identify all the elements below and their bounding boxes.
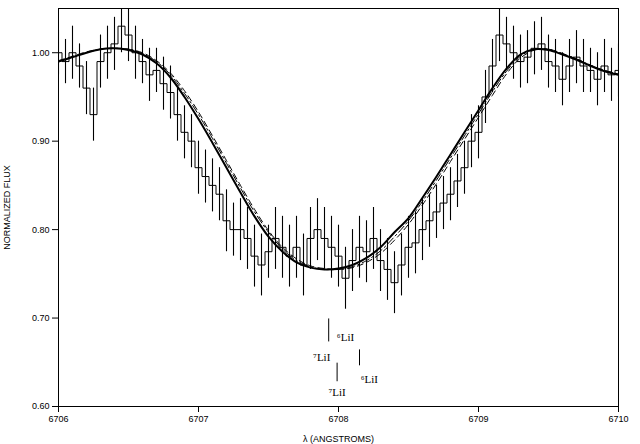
svg-text:6706: 6706: [48, 414, 68, 424]
svg-text:0.90: 0.90: [32, 136, 50, 146]
svg-text:⁶LiI: ⁶LiI: [361, 373, 379, 385]
svg-text:1.00: 1.00: [32, 48, 50, 58]
svg-text:λ (ANGSTROMS): λ (ANGSTROMS): [303, 434, 374, 444]
svg-text:NORMALIZED FLUX: NORMALIZED FLUX: [2, 165, 12, 250]
svg-text:0.60: 0.60: [32, 401, 50, 411]
svg-text:6710: 6710: [608, 414, 628, 424]
svg-text:0.80: 0.80: [32, 224, 50, 234]
svg-text:6708: 6708: [328, 414, 348, 424]
svg-text:0.70: 0.70: [32, 313, 50, 323]
svg-text:⁶LiI: ⁶LiI: [337, 331, 355, 343]
svg-text:⁷LiI: ⁷LiI: [313, 351, 331, 363]
svg-text:⁷LiI: ⁷LiI: [328, 386, 346, 398]
svg-text:6707: 6707: [188, 414, 208, 424]
svg-text:6709: 6709: [468, 414, 488, 424]
